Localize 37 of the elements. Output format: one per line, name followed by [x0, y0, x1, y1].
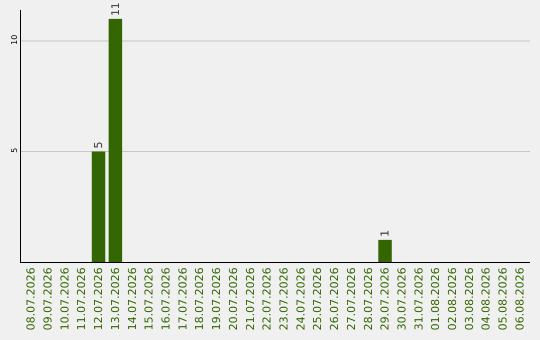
x-tick-label: 18.07.2026 — [193, 267, 206, 330]
bar — [92, 151, 106, 262]
x-tick-label: 05.08.2026 — [496, 267, 510, 330]
x-tick-label: 20.07.2026 — [226, 267, 240, 330]
x-tick-label: 04.08.2026 — [480, 267, 493, 330]
x-tick-label: 28.07.2026 — [362, 267, 375, 330]
data-label: 11 — [110, 2, 122, 16]
x-tick-label: 09.07.2026 — [42, 267, 55, 330]
x-tick-label: 10.07.2026 — [58, 267, 72, 330]
x-tick-label: 25.07.2026 — [311, 267, 324, 330]
x-tick-label: 08.07.2026 — [24, 267, 38, 330]
x-tick-label: 19.07.2026 — [210, 267, 224, 330]
x-tick-label: 12.07.2026 — [92, 267, 106, 330]
x-tick-label: 16.07.2026 — [160, 267, 173, 330]
x-tick-label: 31.07.2026 — [412, 267, 426, 330]
x-tick-label: 27.07.2026 — [344, 267, 358, 330]
x-tick-label: 14.07.2026 — [126, 267, 139, 330]
x-tick-label: 03.08.2026 — [462, 267, 476, 330]
x-tick-label: 17.07.2026 — [176, 267, 190, 330]
x-tick-label: 23.07.2026 — [278, 267, 291, 330]
x-tick-label: 11.07.2026 — [75, 267, 88, 330]
bar — [378, 240, 392, 262]
x-tick-label: 30.07.2026 — [395, 267, 408, 330]
x-tick-label: 21.07.2026 — [244, 267, 257, 330]
x-tick-label: 24.07.2026 — [294, 267, 308, 330]
data-label: 1 — [378, 230, 392, 237]
x-tick-label: 06.08.2026 — [513, 267, 526, 330]
x-tick-label: 01.08.2026 — [429, 267, 442, 330]
data-label: 5 — [92, 141, 106, 148]
x-tick-label: 13.07.2026 — [108, 267, 122, 330]
x-tick-label: 26.07.2026 — [328, 267, 342, 330]
x-tick-label: 15.07.2026 — [142, 267, 156, 330]
x-tick-label: 02.08.2026 — [446, 267, 460, 330]
bar — [108, 18, 122, 262]
x-tick-label: 29.07.2026 — [378, 267, 392, 330]
y-tick-label: 10 — [10, 34, 19, 45]
x-tick-label: 22.07.2026 — [260, 267, 274, 330]
